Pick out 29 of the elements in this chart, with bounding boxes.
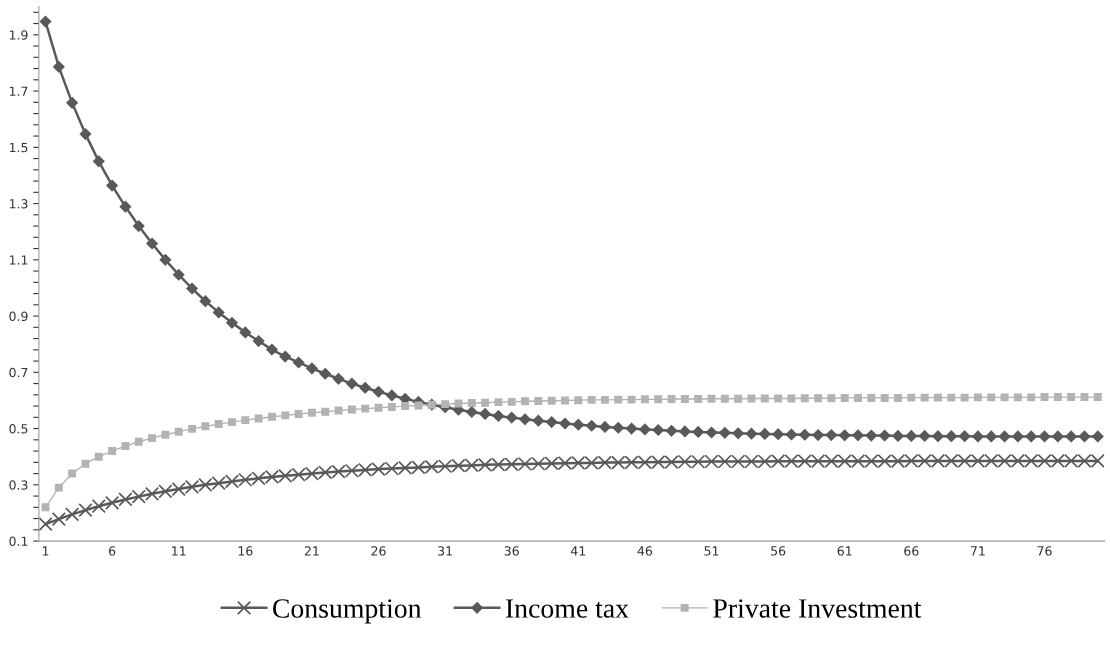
x-tick-label: 56 — [771, 546, 786, 556]
y-tick-label: 1.9 — [9, 30, 28, 40]
y-tick-label: 1.5 — [9, 142, 28, 153]
y-tick-label: 0.9 — [9, 311, 28, 321]
x-tick-label: 76 — [1037, 546, 1052, 556]
x-tick-label: 21 — [304, 546, 319, 556]
x-tick-label: 26 — [371, 546, 386, 556]
y-tick-label: 1.3 — [9, 199, 28, 209]
x-tick-label: 61 — [837, 546, 852, 556]
x-tick-label: 41 — [570, 546, 586, 556]
x-tick-label: 71 — [970, 546, 985, 556]
x-tick-label: 36 — [504, 546, 519, 556]
x-tick-label: 31 — [438, 546, 452, 556]
x-tick-label: 46 — [637, 546, 653, 556]
x-tick-label: 6 — [109, 546, 116, 556]
y-tick-label: 0.3 — [9, 480, 28, 490]
legend-label: Consumption — [272, 599, 422, 624]
legend-label: Private Investment — [713, 599, 922, 618]
x-tick-label: 16 — [238, 546, 253, 556]
x-tick-label: 51 — [704, 546, 719, 556]
x-tick-label: 11 — [172, 546, 186, 556]
y-tick-label: 0.7 — [9, 367, 28, 378]
x-tick-label: 1 — [42, 546, 49, 556]
y-tick-label: 0.1 — [9, 536, 28, 547]
y-tick-label: 1.1 — [9, 255, 28, 265]
y-tick-label: 0.5 — [9, 424, 28, 434]
x-tick-label: 66 — [904, 546, 919, 556]
y-tick-label: 1.7 — [9, 86, 28, 96]
legend-label: Income tax — [505, 599, 629, 618]
